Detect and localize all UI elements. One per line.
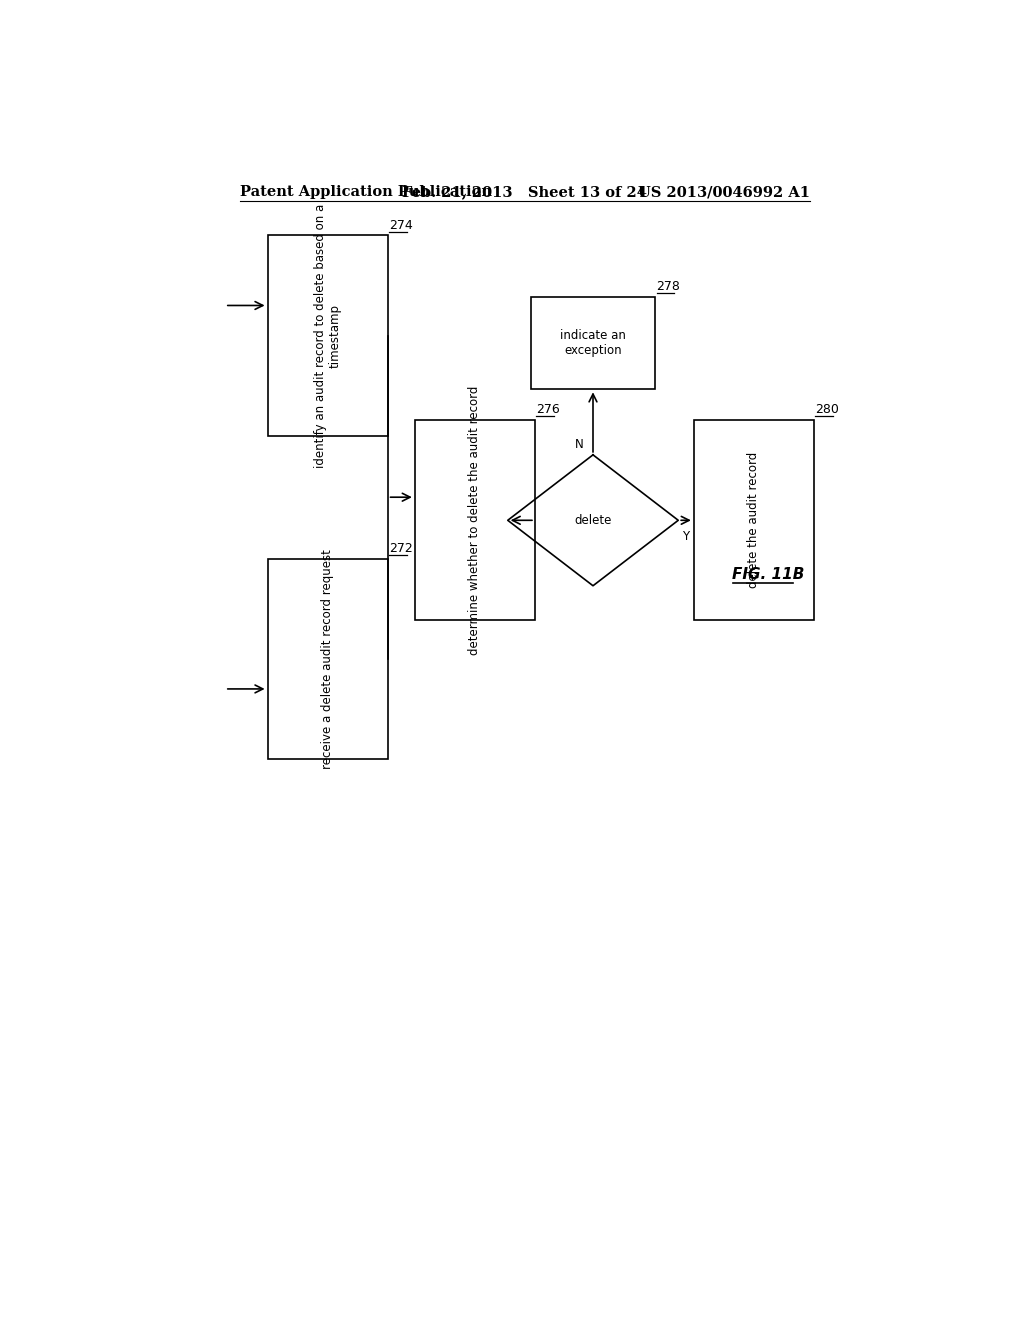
Text: delete the audit record: delete the audit record	[748, 453, 760, 589]
Text: receive a delete audit record request: receive a delete audit record request	[322, 549, 334, 768]
Text: 280: 280	[815, 404, 840, 416]
Text: 278: 278	[656, 280, 680, 293]
Text: US 2013/0046992 A1: US 2013/0046992 A1	[638, 185, 810, 199]
Text: identify an audit record to delete based on a
timestamp: identify an audit record to delete based…	[313, 203, 342, 467]
FancyBboxPatch shape	[267, 558, 388, 759]
Text: N: N	[574, 438, 584, 451]
Text: determine whether to delete the audit record: determine whether to delete the audit re…	[468, 385, 481, 655]
Text: 272: 272	[389, 543, 413, 554]
Text: 274: 274	[389, 219, 413, 231]
Text: indicate an
exception: indicate an exception	[560, 329, 626, 358]
Text: Patent Application Publication: Patent Application Publication	[241, 185, 493, 199]
Text: delete: delete	[574, 513, 611, 527]
FancyBboxPatch shape	[415, 420, 535, 620]
Text: FIG. 11B: FIG. 11B	[732, 566, 805, 582]
Text: 276: 276	[537, 404, 560, 416]
FancyBboxPatch shape	[531, 297, 655, 389]
FancyBboxPatch shape	[693, 420, 814, 620]
FancyBboxPatch shape	[267, 235, 388, 436]
Text: Y: Y	[682, 529, 689, 543]
Text: Feb. 21, 2013   Sheet 13 of 24: Feb. 21, 2013 Sheet 13 of 24	[402, 185, 647, 199]
